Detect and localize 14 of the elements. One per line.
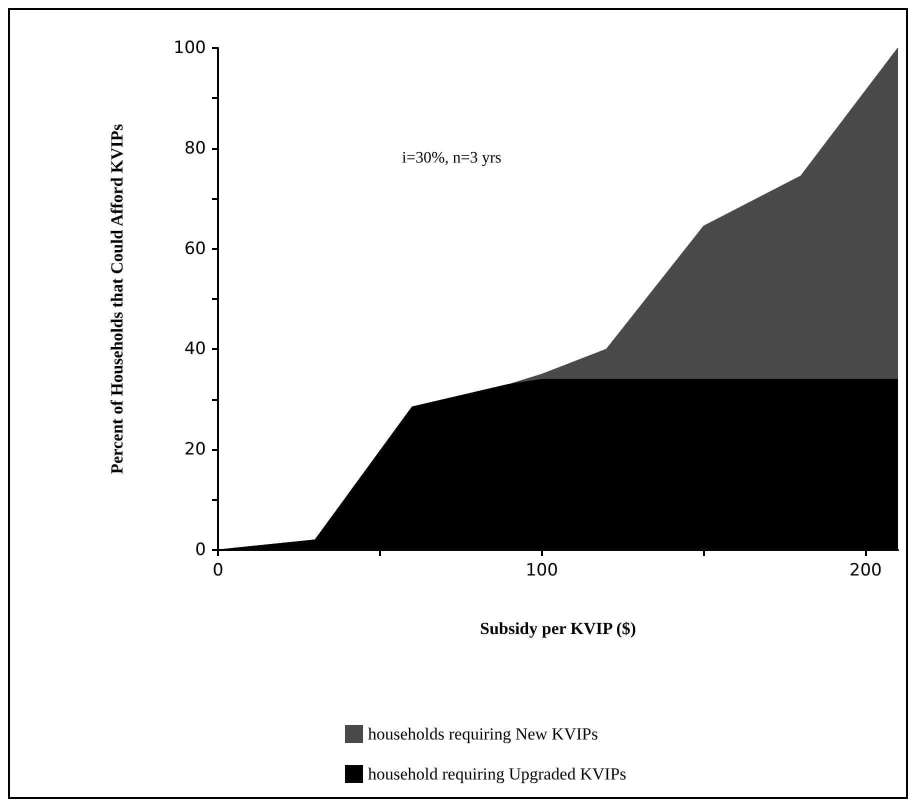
x-tick-label: 100 <box>526 560 558 580</box>
y-tick-label: 20 <box>184 440 206 460</box>
x-axis-title: Subsidy per KVIP ($) <box>480 619 636 638</box>
y-tick-label: 100 <box>174 38 206 58</box>
y-tick-label: 40 <box>184 339 206 360</box>
x-tick-label: 200 <box>849 560 882 580</box>
legend-label: households requiring New KVIPs <box>368 724 598 744</box>
x-tick-label: 0 <box>212 560 224 580</box>
y-tick-label: 0 <box>195 540 206 560</box>
y-tick-label: 60 <box>184 238 206 259</box>
y-tick-label: 80 <box>184 138 206 158</box>
legend-label: household requiring Upgraded KVIPs <box>368 764 626 784</box>
annotation: i=30%, n=3 yrs <box>402 150 502 166</box>
y-axis-title: Percent of Households that Could Afford KVIPs <box>108 124 126 474</box>
